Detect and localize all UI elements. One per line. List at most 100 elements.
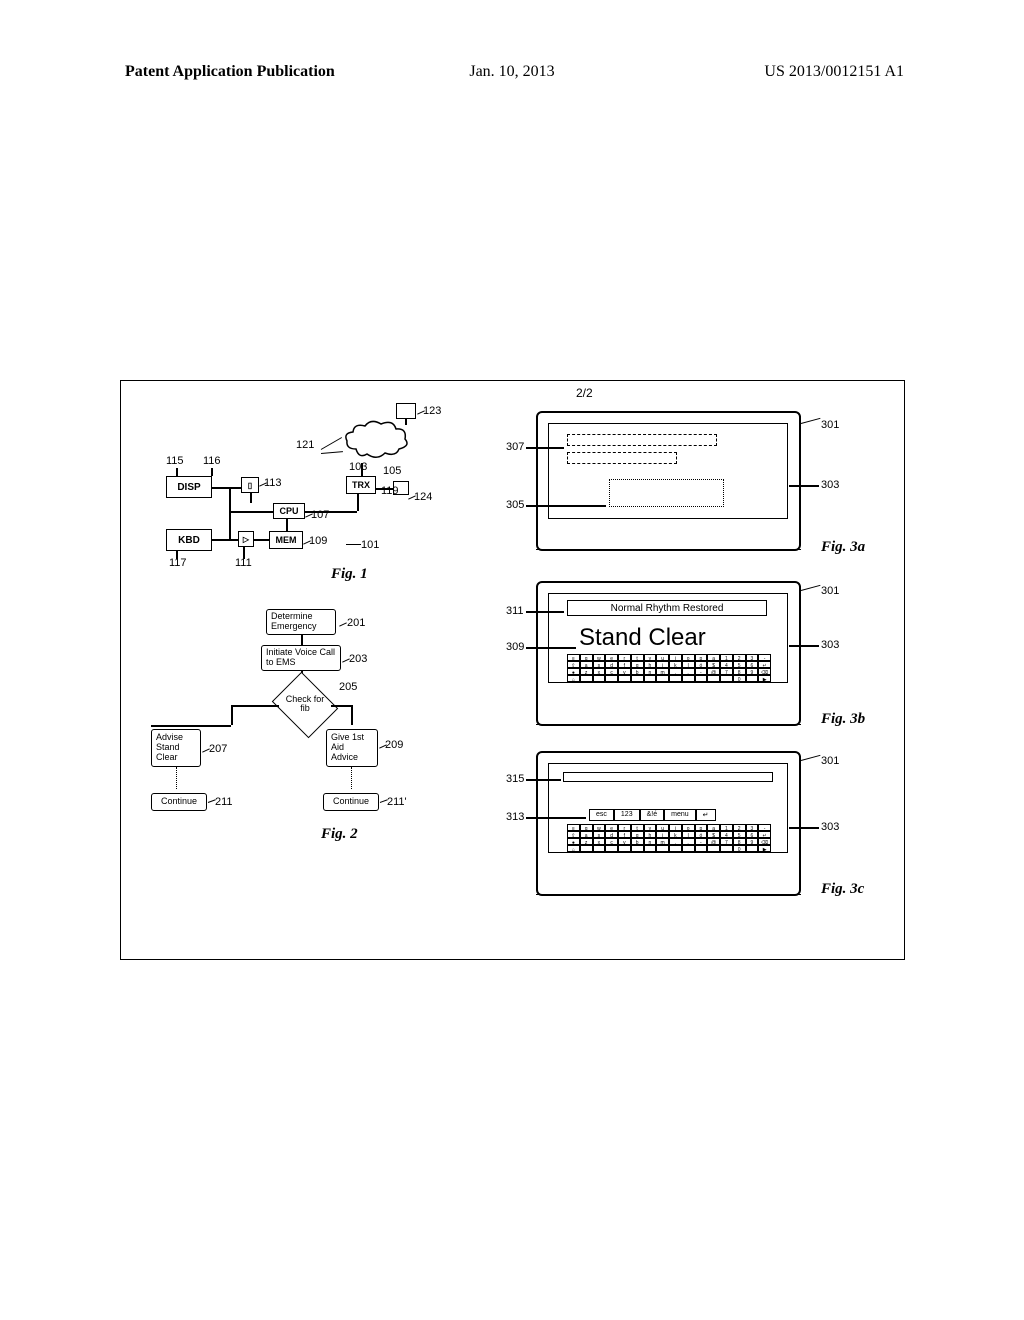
leader: [801, 755, 821, 761]
key: k: [669, 831, 682, 838]
key: 5: [733, 831, 746, 838]
key: v: [618, 668, 631, 675]
toolbar-button: 123: [614, 809, 640, 821]
key: $: [707, 831, 720, 838]
key: 6: [746, 661, 759, 668]
fig2-step-determine: Determine Emergency: [266, 609, 336, 635]
fig2-step-initiate: Initiate Voice Call to EMS: [261, 645, 341, 671]
key: g: [631, 661, 644, 668]
fig3b-banner: Normal Rhythm Restored: [567, 600, 767, 616]
key: d: [605, 661, 618, 668]
key: [631, 845, 644, 852]
header-publication-label: Patent Application Publication: [125, 63, 335, 81]
connector: [305, 511, 357, 513]
leader: [526, 505, 606, 507]
fig3c-textfield: [563, 772, 773, 782]
connector: [250, 493, 252, 503]
fig1-ref-115: 115: [166, 455, 184, 467]
key: k: [669, 661, 682, 668]
tick-icon: [417, 409, 425, 417]
leader: [346, 544, 361, 545]
key: -: [695, 838, 708, 845]
key: d: [605, 831, 618, 838]
key: j: [656, 831, 669, 838]
figure-region: 2/2 123 121 TRX 103 105 124 1: [120, 380, 905, 960]
key: p: [695, 654, 708, 661]
fig3c-ref-313: 313: [506, 811, 524, 823]
header-pubnumber: US 2013/0012151 A1: [764, 63, 904, 81]
key: c: [605, 668, 618, 675]
fig1-block-disp: DISP: [166, 476, 212, 498]
fig2-decision-text: Check for fib: [283, 695, 327, 714]
key: a: [580, 831, 593, 838]
fig3c-keyboard: ≡qwertyuiopa123-⇧asdfghjkló$456↵●zxcvbnm…: [567, 824, 771, 852]
connector: [212, 487, 241, 489]
key: q: [580, 654, 593, 661]
fig1-ref-124: 124: [414, 491, 432, 503]
key: i: [669, 824, 682, 831]
fig1-ref-123: 123: [423, 405, 441, 417]
tick-icon: [305, 512, 313, 520]
key: w: [593, 824, 606, 831]
fig2-ref-207: 207: [209, 743, 227, 755]
key: [669, 845, 682, 852]
key: [580, 845, 593, 852]
key: 8: [733, 838, 746, 845]
key: 0: [733, 845, 746, 852]
key: [593, 675, 606, 682]
key: ó: [695, 831, 708, 838]
fig1-cloud-icon: [341, 419, 411, 461]
fig2-step-give: Give 1st Aid Advice: [326, 729, 378, 767]
connector: [361, 463, 363, 476]
key: 6: [746, 831, 759, 838]
fig3c-cut-edge: [536, 894, 801, 896]
key: ó: [695, 661, 708, 668]
tick-icon: [342, 657, 350, 665]
key: x: [593, 668, 606, 675]
key: ⇧: [567, 661, 580, 668]
leader: [176, 551, 178, 559]
key: 7: [720, 838, 733, 845]
key: [631, 675, 644, 682]
leader: [801, 418, 821, 424]
key: [707, 675, 720, 682]
key: b: [631, 838, 644, 845]
fig3c-caption: Fig. 3c: [821, 881, 864, 898]
key: $: [707, 661, 720, 668]
fig3a-placeholder-2: [567, 452, 677, 464]
tick-icon: [303, 539, 311, 547]
fig2-ref-211: 211: [215, 796, 233, 808]
key: z: [580, 668, 593, 675]
fig1-ref-119: 119: [381, 485, 399, 497]
key: 9: [746, 668, 759, 675]
key: ●: [567, 838, 580, 845]
fig3b-ref-311: 311: [506, 605, 524, 617]
key: ↵: [758, 831, 771, 838]
tick-icon: [408, 494, 416, 502]
toolbar-button: ↵: [696, 809, 716, 821]
key: e: [605, 654, 618, 661]
toolbar-button: esc: [589, 809, 614, 821]
fig3b-caption: Fig. 3b: [821, 711, 865, 728]
tick-icon: [339, 621, 347, 629]
key: ▶: [758, 675, 771, 682]
header-date: Jan. 10, 2013: [469, 63, 554, 81]
fig3a-ref-305: 305: [506, 499, 524, 511]
key: h: [644, 661, 657, 668]
key: [720, 675, 733, 682]
key: ⇧: [567, 831, 580, 838]
key: ⌫: [758, 838, 771, 845]
fig3b-ref-301: 301: [821, 585, 839, 597]
toolbar-button: menu: [664, 809, 696, 821]
fig2-step-continue-left: Continue: [151, 793, 207, 811]
fig2-ref-203: 203: [349, 653, 367, 665]
leader: [526, 647, 576, 649]
key: 8: [733, 668, 746, 675]
fig1-block-cpu: CPU: [273, 503, 305, 519]
fig2-ref-209: 209: [385, 739, 403, 751]
sheet-count: 2/2: [576, 386, 593, 400]
fig3c-ref-301: 301: [821, 755, 839, 767]
key: 4: [720, 661, 733, 668]
leader: [211, 468, 213, 476]
fig3b-ref-303: 303: [821, 639, 839, 651]
